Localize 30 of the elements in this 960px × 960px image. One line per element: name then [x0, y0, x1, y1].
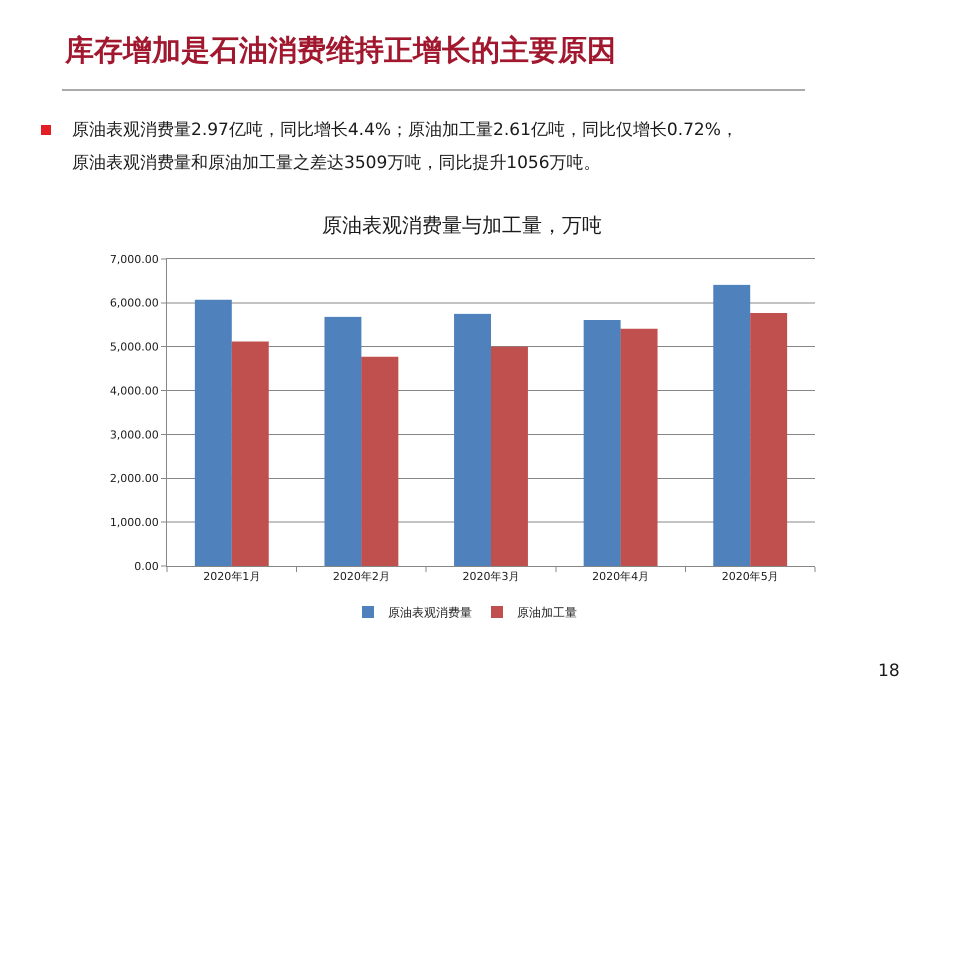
legend-label: 原油加工量	[517, 606, 577, 620]
bar	[584, 320, 621, 566]
x-tick-label: 2020年5月	[722, 570, 779, 584]
y-tick-label: 6,000.00	[110, 296, 159, 310]
text: 库存增加是石油消费维持正增长的主要原因	[64, 33, 616, 67]
bar	[361, 356, 398, 566]
text: 原油表观消费量2.97亿吨，同比增长4.4%；原油加工量2.61亿吨，同比仅增长0.72%，	[72, 120, 738, 140]
y-tick-label: 3,000.00	[110, 428, 159, 442]
bar	[324, 316, 362, 566]
legend-label: 原油表观消费量	[388, 606, 472, 620]
chart-title: 原油表观消费量与加工量，万吨	[322, 213, 602, 237]
bar	[713, 284, 750, 566]
y-tick-label: 0.00	[134, 560, 159, 573]
bar	[750, 312, 788, 566]
y-tick-label: 7,000.00	[110, 252, 159, 266]
x-tick-label: 2020年2月	[332, 570, 390, 584]
y-tick-label: 1,000.00	[110, 516, 159, 529]
x-tick-label: 2020年3月	[462, 570, 520, 584]
bar	[232, 341, 269, 566]
y-tick-label: 2,000.00	[110, 472, 159, 486]
bar	[194, 300, 232, 566]
text: 18	[878, 661, 900, 681]
bar	[454, 314, 491, 566]
bar	[620, 328, 658, 566]
y-tick-label: 4,000.00	[110, 384, 159, 398]
x-tick-label: 2020年1月	[203, 570, 260, 584]
x-tick-label: 2020年4月	[592, 570, 650, 584]
text: 原油表观消费量和原油加工量之差达3509万吨，同比提升1056万吨。	[72, 153, 601, 173]
bar	[491, 346, 528, 566]
y-tick-label: 5,000.00	[110, 340, 159, 354]
